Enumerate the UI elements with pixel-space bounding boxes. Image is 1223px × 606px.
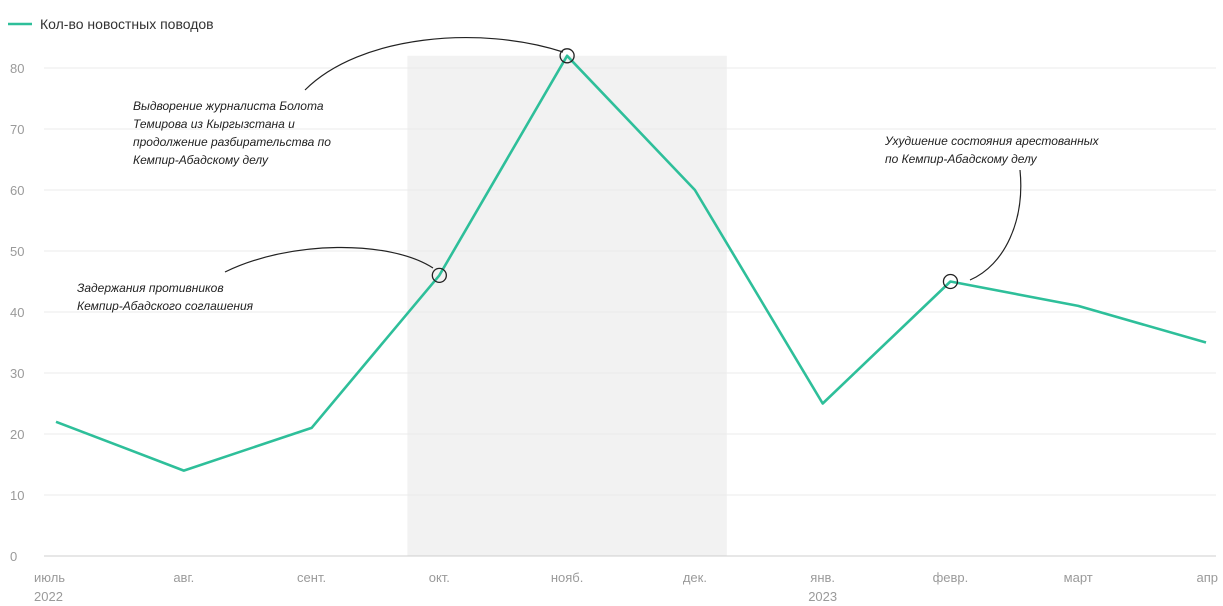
- x-tick-year-label: 2023: [808, 589, 837, 604]
- shaded-period: [407, 55, 727, 557]
- y-tick-label: 30: [10, 366, 24, 381]
- x-tick-label: дек.: [683, 570, 707, 585]
- y-axis-ticks: 0 10 20 30 40 50 60 70 80: [10, 61, 24, 564]
- annotated-point: [942, 273, 959, 290]
- x-tick-label: февр.: [933, 570, 969, 585]
- legend: Кол-во новостных поводов: [8, 16, 214, 32]
- x-tick-label: нояб.: [551, 570, 584, 585]
- y-tick-label: 50: [10, 244, 24, 259]
- series-line: [55, 54, 1207, 472]
- annotated-point: [559, 48, 575, 64]
- x-tick-label: окт.: [429, 570, 450, 585]
- annotated-point: [431, 267, 447, 284]
- y-tick-label: 80: [10, 61, 24, 76]
- annotation-2-text: Задержания противников Кемпир-Абадского …: [77, 281, 254, 313]
- y-tick-label: 60: [10, 183, 24, 198]
- annotation-1-leader: [304, 36, 564, 91]
- x-tick-year-label: 2022: [34, 589, 63, 604]
- x-tick-label: апр: [1197, 570, 1219, 585]
- x-tick-label: июль: [34, 570, 65, 585]
- annotations: Выдворение журналиста Болота Темирова из…: [77, 36, 1102, 313]
- legend-label: Кол-во новостных поводов: [40, 16, 214, 32]
- gridlines: [44, 67, 1216, 557]
- x-tick-label: авг.: [173, 570, 194, 585]
- y-tick-label: 70: [10, 122, 24, 137]
- x-axis-ticks: июль 2022 авг. сент. окт. нояб. дек. янв. 2023 фе…: [34, 570, 1218, 604]
- annotation-3-text: Ухудшение состояния арестованных по Кемп…: [884, 134, 1102, 166]
- x-tick-label: сент.: [297, 570, 326, 585]
- y-tick-label: 0: [10, 549, 17, 564]
- x-tick-label: март: [1064, 570, 1093, 585]
- y-tick-label: 20: [10, 427, 24, 442]
- y-tick-label: 40: [10, 305, 24, 320]
- y-tick-label: 10: [10, 488, 24, 503]
- data-points: [431, 48, 959, 290]
- annotation-3-leader: [969, 169, 1022, 281]
- x-tick-label: янв.: [810, 570, 835, 585]
- annotation-1-text: Выдворение журналиста Болота Темирова из…: [133, 99, 334, 167]
- annotation-2-leader: [224, 246, 434, 273]
